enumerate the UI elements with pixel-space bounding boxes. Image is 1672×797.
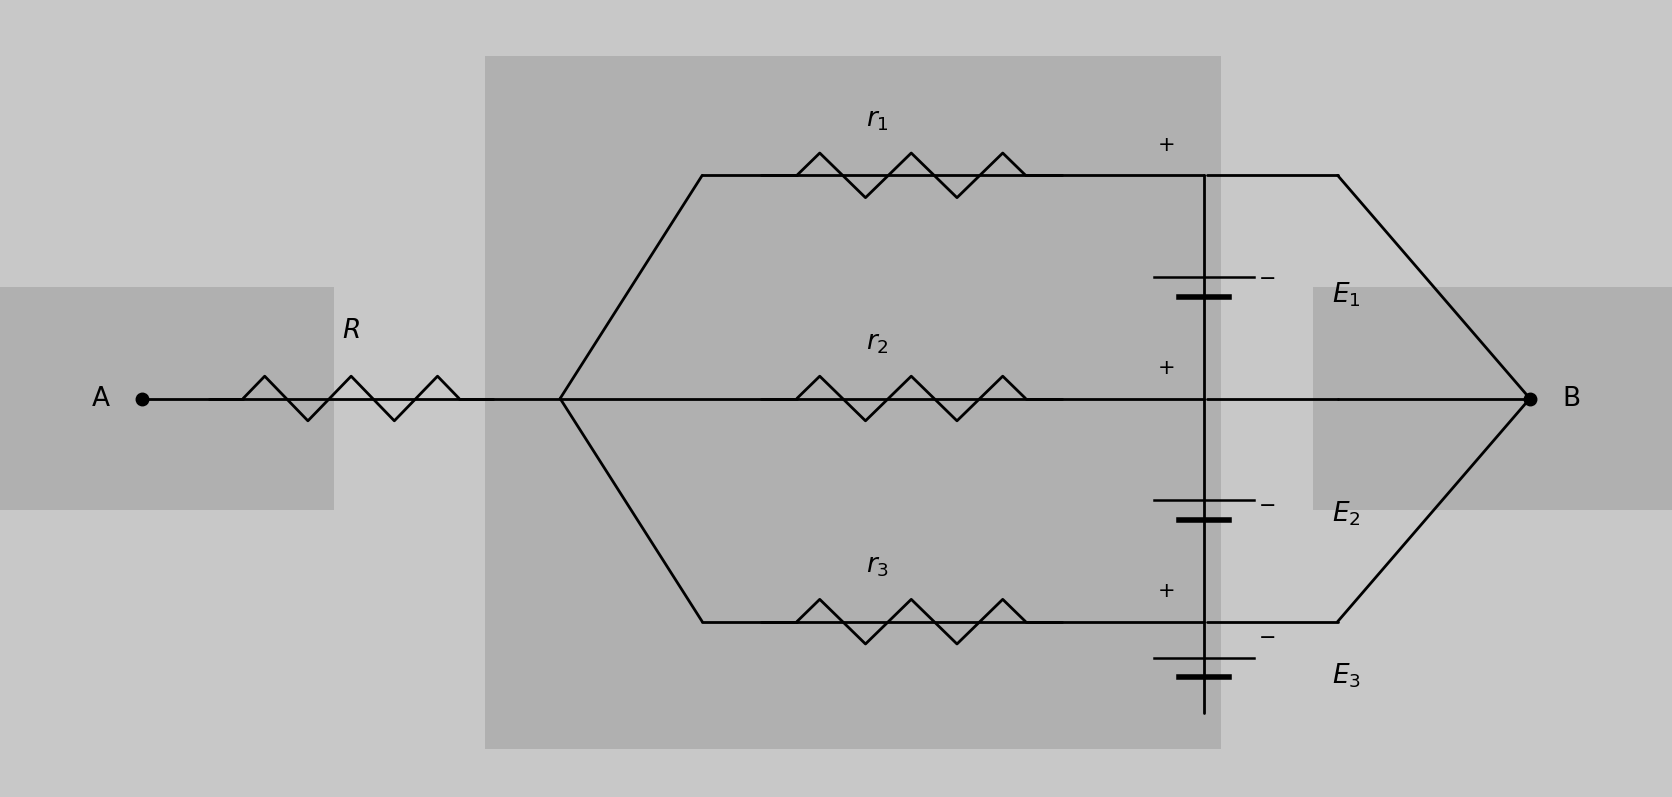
- Text: $R$: $R$: [343, 318, 359, 344]
- Text: +: +: [1159, 581, 1175, 602]
- Bar: [485, 56, 1221, 749]
- Text: −: −: [1259, 627, 1276, 648]
- Text: $r_2$: $r_2$: [866, 330, 890, 355]
- Text: −: −: [1259, 269, 1276, 289]
- Text: $E_2$: $E_2$: [1331, 500, 1361, 528]
- Text: $E_1$: $E_1$: [1331, 281, 1361, 309]
- Text: $E_3$: $E_3$: [1331, 662, 1361, 689]
- Text: −: −: [1259, 496, 1276, 516]
- Text: $r_3$: $r_3$: [866, 553, 890, 579]
- Text: $r_1$: $r_1$: [866, 107, 890, 132]
- Text: +: +: [1159, 358, 1175, 379]
- Text: A: A: [92, 386, 109, 411]
- Bar: [0, 287, 334, 510]
- Text: B: B: [1563, 386, 1580, 411]
- Text: +: +: [1159, 135, 1175, 155]
- Bar: [1313, 287, 1672, 510]
